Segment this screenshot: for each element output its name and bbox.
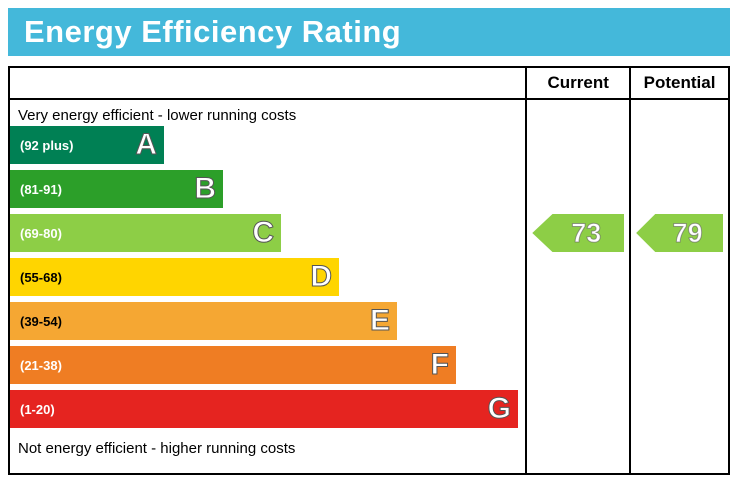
band-letter: G xyxy=(487,392,511,426)
band-row-f: (21-38) F xyxy=(10,346,525,390)
rating-table: Very energy efficient - lower running co… xyxy=(8,66,730,475)
band-bar-g: (1-20) G xyxy=(10,390,518,428)
potential-column: Potential 79 xyxy=(629,68,728,473)
band-row-d: (55-68) D xyxy=(10,258,525,302)
band-range-label: (69-80) xyxy=(20,225,62,241)
band-bar-a: (92 plus) A xyxy=(10,126,164,164)
band-row-g: (1-20) G xyxy=(10,390,525,434)
band-bar-b: (81-91) B xyxy=(10,170,223,208)
current-arrow-area: 73 xyxy=(527,100,629,473)
potential-rating-value: 79 xyxy=(672,217,703,248)
band-letter: D xyxy=(310,260,333,294)
current-rating-value: 73 xyxy=(571,217,602,248)
bands: (92 plus) A (81-91) B (69-80) C (55-68) D (39-54… xyxy=(10,126,525,434)
current-rating-arrow: 73 xyxy=(532,214,625,252)
band-row-a: (92 plus) A xyxy=(10,126,525,170)
current-header: Current xyxy=(527,68,630,100)
bands-body: Very energy efficient - lower running co… xyxy=(10,100,525,473)
band-range-label: (55-68) xyxy=(20,269,62,285)
band-range-label: (92 plus) xyxy=(20,137,74,153)
band-letter: C xyxy=(252,216,275,250)
band-letter: F xyxy=(430,348,449,382)
top-note: Very energy efficient - lower running co… xyxy=(18,107,297,124)
chart-title: Energy Efficiency Rating xyxy=(24,14,402,49)
potential-header: Potential xyxy=(631,68,728,100)
band-range-label: (21-38) xyxy=(20,357,62,373)
band-range-label: (81-91) xyxy=(20,181,62,197)
band-letter: B xyxy=(194,172,217,206)
band-range-label: (39-54) xyxy=(20,313,62,329)
band-bar-c: (69-80) C xyxy=(10,214,281,252)
band-row-b: (81-91) B xyxy=(10,170,525,214)
band-letter: A xyxy=(135,128,158,162)
potential-arrow-area: 79 xyxy=(631,100,728,473)
band-bar-d: (55-68) D xyxy=(10,258,339,296)
band-row-e: (39-54) E xyxy=(10,302,525,346)
chart-title-banner: Energy Efficiency Rating xyxy=(8,8,730,56)
band-letter: E xyxy=(369,304,390,338)
band-range-label: (1-20) xyxy=(20,401,55,417)
current-column: Current 73 xyxy=(525,68,630,473)
potential-rating-arrow: 79 xyxy=(636,214,723,252)
bottom-note: Not energy efficient - higher running co… xyxy=(18,440,296,457)
band-bar-f: (21-38) F xyxy=(10,346,456,384)
bands-header-spacer xyxy=(10,68,526,100)
band-row-c: (69-80) C xyxy=(10,214,525,258)
band-bar-e: (39-54) E xyxy=(10,302,397,340)
bands-column: Very energy efficient - lower running co… xyxy=(10,68,526,473)
